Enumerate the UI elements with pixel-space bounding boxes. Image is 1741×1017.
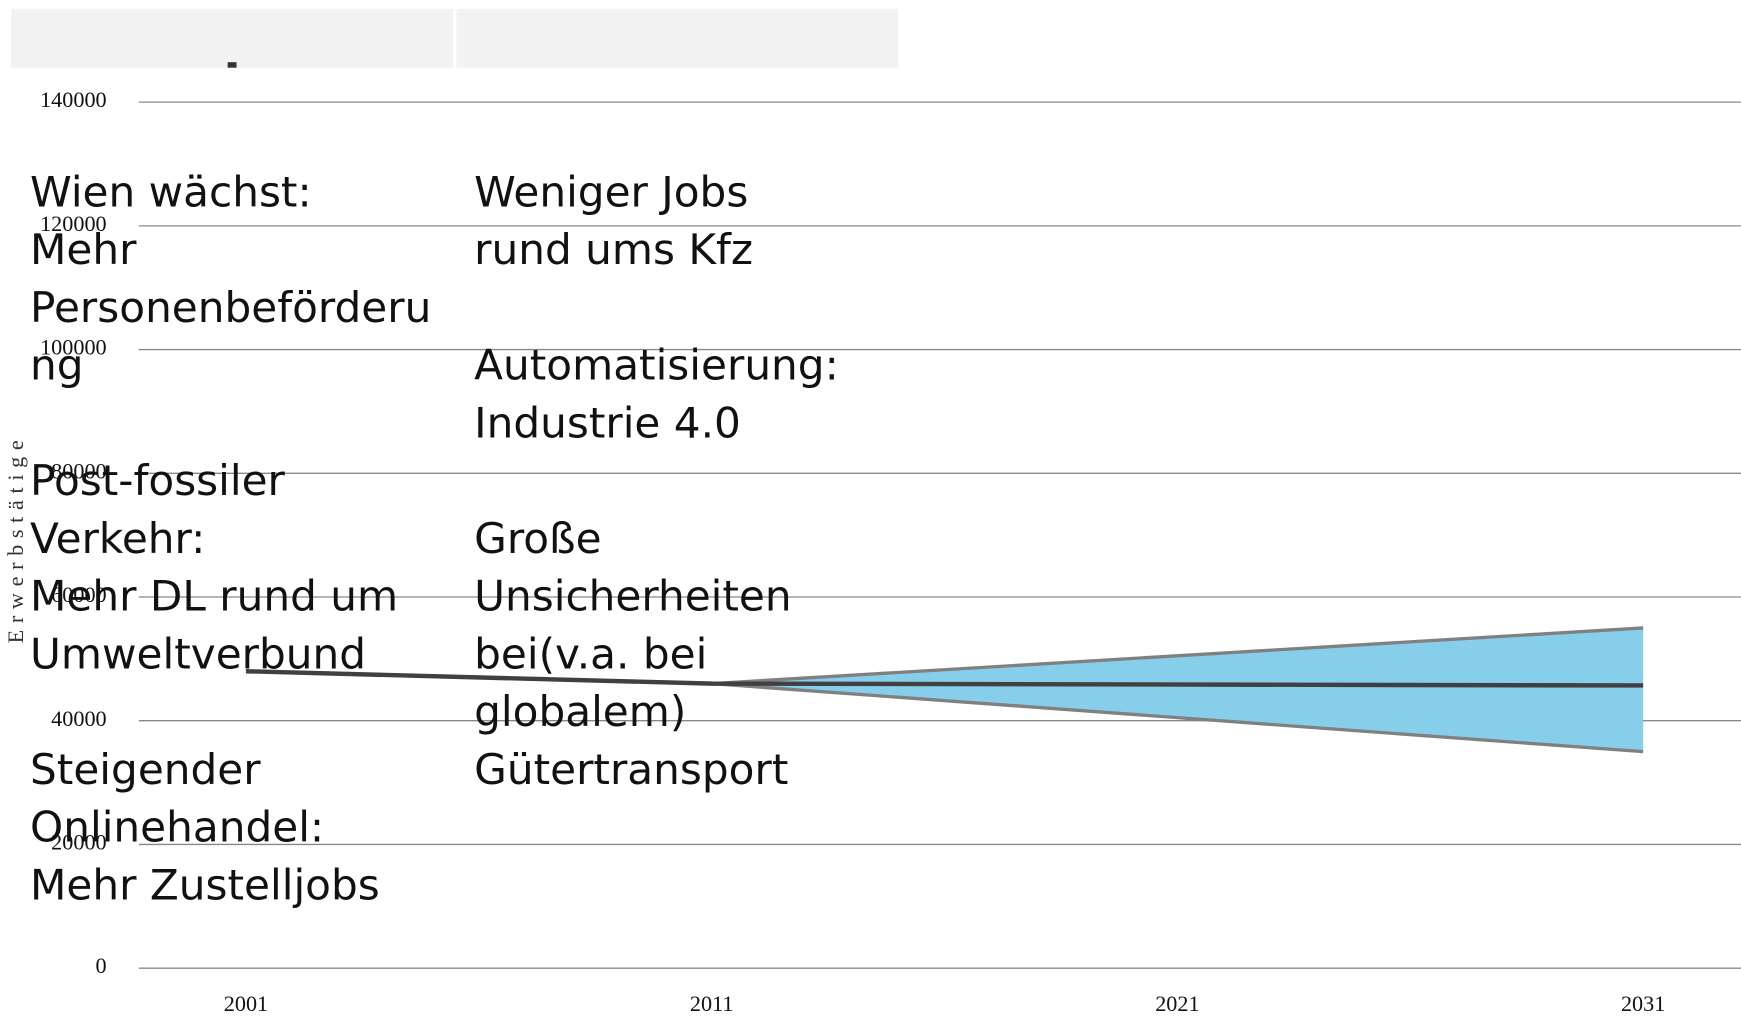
text-column-left: Wien wächst: Mehr Personenbeförderung Pos…	[30, 163, 441, 914]
y-tick-label: 60000	[51, 582, 106, 607]
y-axis-label: Erwerbstätige	[3, 434, 28, 644]
x-tick-label: 2011	[690, 991, 734, 1016]
band-upper	[711, 626, 1644, 686]
band-area	[711, 627, 1644, 752]
text-box: Steigender Onlinehandel: Mehr Zustelljob…	[30, 744, 380, 910]
text-column-right: Weniger Jobs rund ums Kfz Automatisierung…	[474, 163, 885, 798]
y-tick-label: 80000	[51, 458, 106, 483]
text-column: Wien wächst: Mehr Personenbeförderung Pos…	[30, 163, 441, 914]
text-box: Post-fossiler Verkehr: Mehr DL rund um U…	[30, 456, 399, 679]
x-tick-label: 2031	[1621, 991, 1665, 1016]
text-box: Wien wächst: Mehr Personenbeförderung	[30, 167, 432, 390]
x-tick-label: 2001	[224, 991, 268, 1016]
plot: 0 20000 40000 60000 80000 100000 120000 140000 2…	[40, 87, 1741, 1016]
y-tick-label: 0	[96, 953, 107, 978]
band-lower	[711, 681, 1644, 754]
y-tick-label: 20000	[51, 830, 106, 855]
y-tick-label: 140000	[40, 87, 107, 112]
header-mark	[227, 62, 237, 68]
text-box: Weniger Jobs rund ums Kfz	[474, 167, 754, 275]
y-tick-label: 40000	[51, 706, 106, 731]
text-column: Weniger Jobs rund ums Kfz Automatisierung…	[474, 163, 885, 798]
y-tick-label: 100000	[40, 335, 107, 360]
text-box: Automatisierung: Industrie 4.0	[474, 340, 839, 448]
y-tick-label: 120000	[40, 211, 107, 236]
header-box	[11, 8, 454, 68]
header-box	[456, 8, 899, 68]
x-tick-label: 2021	[1155, 991, 1199, 1016]
text-box: Große Unsicherheiten bei(v.a. bei global…	[474, 514, 792, 794]
line	[245, 669, 1644, 688]
